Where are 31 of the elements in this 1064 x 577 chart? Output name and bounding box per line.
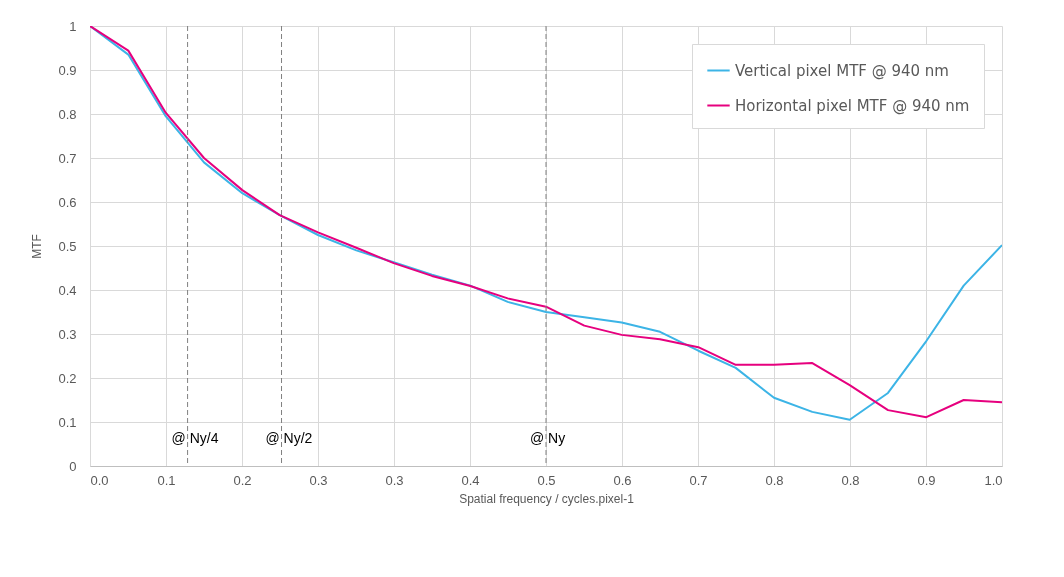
legend-label: Vertical pixel MTF @ 940 nm <box>735 61 949 80</box>
x-tick-label: 0.8 <box>765 472 784 488</box>
ref-line-label: @ Ny/4 <box>171 430 219 446</box>
ref-line-label: @ Ny/2 <box>265 430 313 446</box>
y-tick-label: 0.4 <box>58 282 77 298</box>
ref-line-label: @ Ny <box>530 430 566 446</box>
x-axis-title: Spatial frequency / cycles.pixel-1 <box>459 491 635 506</box>
y-tick-label: 0.8 <box>58 106 77 122</box>
x-tick-label: 0.1 <box>157 472 176 488</box>
y-tick-label: 0.6 <box>58 194 77 210</box>
x-tick-label: 0.7 <box>689 472 708 488</box>
y-tick-label: 0 <box>69 458 77 474</box>
y-tick-label: 1 <box>69 18 77 34</box>
y-tick-label: 0.5 <box>58 238 77 254</box>
x-tick-label: 0.3 <box>309 472 328 488</box>
x-tick-label: 0.3 <box>385 472 404 488</box>
x-tick-label: 0.9 <box>917 472 936 488</box>
y-tick-label: 0.9 <box>58 62 77 78</box>
y-tick-label: 0.2 <box>58 370 77 386</box>
y-tick-label: 0.1 <box>58 414 77 430</box>
x-tick-label: 0.6 <box>613 472 632 488</box>
x-tick-label: 0.8 <box>841 472 860 488</box>
y-axis-title: MTF <box>30 234 45 259</box>
x-tick-label: 0.5 <box>537 472 556 488</box>
x-tick-label: 0.2 <box>233 472 252 488</box>
legend-label: Horizontal pixel MTF @ 940 nm <box>735 96 970 115</box>
x-tick-label: 1.0 <box>984 472 1003 488</box>
y-tick-label: 0.3 <box>58 326 77 342</box>
x-tick-label: 0.0 <box>90 472 109 488</box>
y-tick-label: 0.7 <box>58 150 77 166</box>
x-tick-label: 0.4 <box>461 472 480 488</box>
